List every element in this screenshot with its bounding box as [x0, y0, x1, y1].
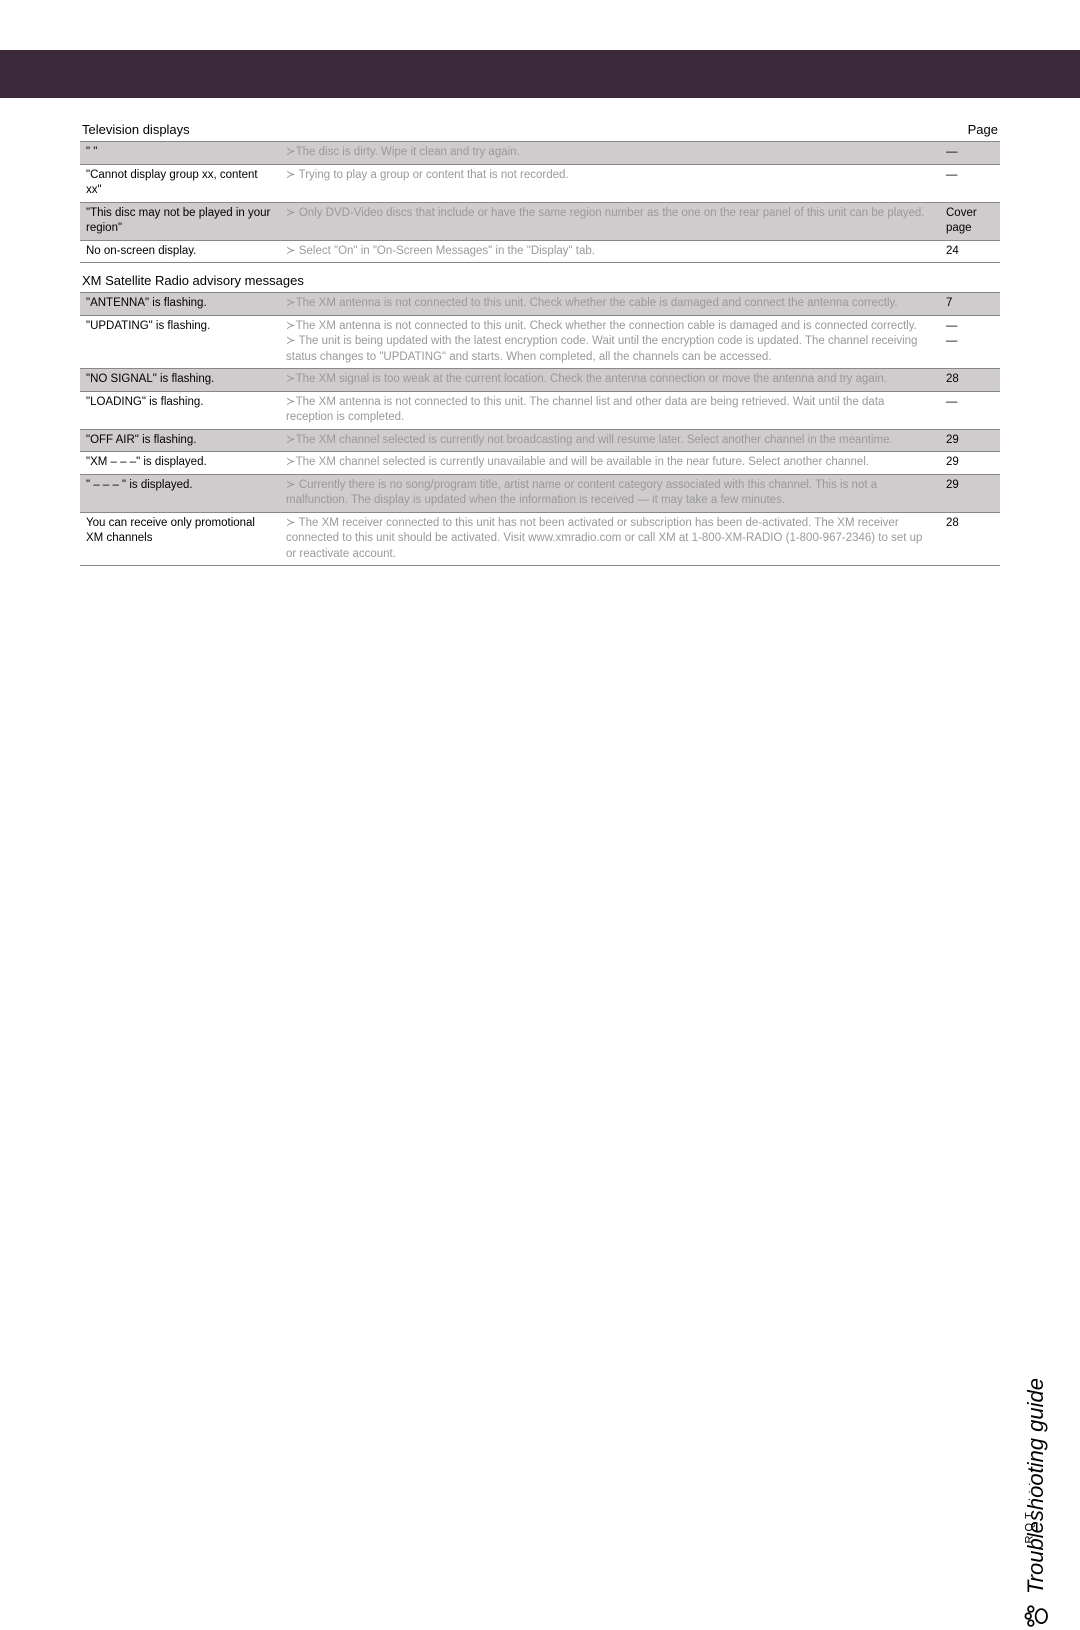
- symptom-cell: "NO SIGNAL" is flashing.: [80, 369, 280, 392]
- xm-table: "ANTENNA" is flashing.≻The XM antenna is…: [80, 292, 1000, 566]
- page-cell: 7: [940, 293, 1000, 316]
- table-row: "XM – – –" is displayed.≻The XM channel …: [80, 452, 1000, 475]
- symptom-cell: You can receive only promotional XM chan…: [80, 512, 280, 566]
- tv-table: " "≻The disc is dirty. Wipe it clean and…: [80, 141, 1000, 263]
- remedy-cell: ≻ The XM receiver connected to this unit…: [280, 512, 940, 566]
- table-row: "This disc may not be played in your reg…: [80, 202, 1000, 240]
- paw-icon: [1022, 1602, 1050, 1630]
- page-cell: Cover page: [940, 202, 1000, 240]
- symptom-cell: "UPDATING" is flashing.: [80, 315, 280, 369]
- table-row: "LOADING" is flashing.≻The XM antenna is…: [80, 391, 1000, 429]
- section-xm-title: XM Satellite Radio advisory messages: [82, 273, 304, 288]
- page-cell: 29: [940, 452, 1000, 475]
- page-cell: 24: [940, 240, 1000, 263]
- table-row: " "≻The disc is dirty. Wipe it clean and…: [80, 142, 1000, 165]
- remedy-cell: ≻ Only DVD-Video discs that include or h…: [280, 202, 940, 240]
- section-tv-header: Television displays Page: [80, 118, 1000, 141]
- page-cell: —: [940, 142, 1000, 165]
- page-cell: 29: [940, 474, 1000, 512]
- page-cell: —: [940, 391, 1000, 429]
- page-cell: 28: [940, 369, 1000, 392]
- section-tv-page-label: Page: [968, 122, 998, 137]
- symptom-cell: "Cannot display group xx, content xx": [80, 164, 280, 202]
- table-row: "NO SIGNAL" is flashing.≻The XM signal i…: [80, 369, 1000, 392]
- header-band: [0, 50, 1080, 98]
- symptom-cell: " – – – " is displayed.: [80, 474, 280, 512]
- remedy-cell: ≻The XM channel selected is currently no…: [280, 429, 940, 452]
- page-cell: — —: [940, 315, 1000, 369]
- table-row: "Cannot display group xx, content xx"≻ T…: [80, 164, 1000, 202]
- remedy-cell: ≻The XM signal is too weak at the curren…: [280, 369, 940, 392]
- page-footer: RQT ···: [1023, 1478, 1038, 1543]
- table-row: No on-screen display.≻ Select "On" in "O…: [80, 240, 1000, 263]
- symptom-cell: "LOADING" is flashing.: [80, 391, 280, 429]
- page-cell: —: [940, 164, 1000, 202]
- remedy-cell: ≻The XM channel selected is currently un…: [280, 452, 940, 475]
- remedy-cell: ≻ Trying to play a group or content that…: [280, 164, 940, 202]
- section-xm-header: XM Satellite Radio advisory messages: [80, 269, 1000, 292]
- table-row: "UPDATING" is flashing.≻The XM antenna i…: [80, 315, 1000, 369]
- remedy-cell: ≻The XM antenna is not connected to this…: [280, 293, 940, 316]
- remedy-cell: ≻ Select "On" in "On-Screen Messages" in…: [280, 240, 940, 263]
- remedy-cell: ≻The disc is dirty. Wipe it clean and tr…: [280, 142, 940, 165]
- main-content: Television displays Page " "≻The disc is…: [0, 98, 1080, 566]
- symptom-cell: No on-screen display.: [80, 240, 280, 263]
- page-cell: 28: [940, 512, 1000, 566]
- page-cell: 29: [940, 429, 1000, 452]
- symptom-cell: "OFF AIR" is flashing.: [80, 429, 280, 452]
- symptom-cell: "XM – – –" is displayed.: [80, 452, 280, 475]
- table-row: " – – – " is displayed.≻ Currently there…: [80, 474, 1000, 512]
- table-row: "ANTENNA" is flashing.≻The XM antenna is…: [80, 293, 1000, 316]
- remedy-cell: ≻The XM antenna is not connected to this…: [280, 315, 940, 369]
- table-row: You can receive only promotional XM chan…: [80, 512, 1000, 566]
- symptom-cell: " ": [80, 142, 280, 165]
- symptom-cell: "ANTENNA" is flashing.: [80, 293, 280, 316]
- table-row: "OFF AIR" is flashing.≻The XM channel se…: [80, 429, 1000, 452]
- remedy-cell: ≻ Currently there is no song/program tit…: [280, 474, 940, 512]
- page-footer-text: RQT ···: [1024, 1478, 1036, 1543]
- remedy-cell: ≻The XM antenna is not connected to this…: [280, 391, 940, 429]
- symptom-cell: "This disc may not be played in your reg…: [80, 202, 280, 240]
- section-tv-title: Television displays: [82, 122, 190, 137]
